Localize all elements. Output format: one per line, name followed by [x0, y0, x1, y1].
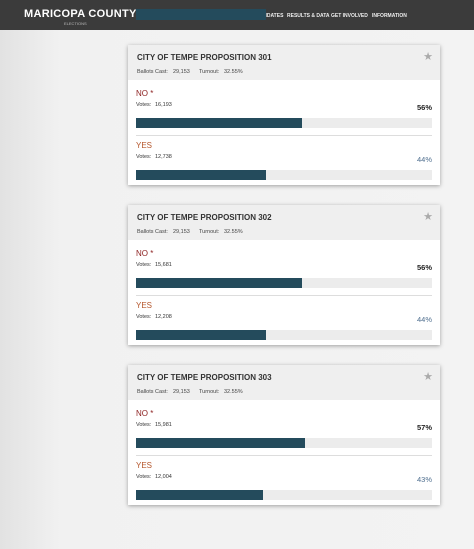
percent: 56% [416, 103, 432, 112]
votes-label: Votes: [136, 262, 152, 268]
result-card: CITY OF TEMPE PROPOSITION 302 Ballots Cas… [128, 205, 440, 345]
bar-track [136, 278, 432, 288]
ballots-label: Ballots Cast: [137, 229, 168, 235]
bar [136, 330, 267, 340]
result-card: CITY OF TEMPE PROPOSITION 303 Ballots Cas… [128, 365, 440, 505]
choice-name: YES [136, 301, 153, 310]
turnout-label: Turnout: [199, 69, 220, 75]
bar [136, 118, 302, 128]
votes: 12,208 [155, 314, 172, 320]
percent: 57% [416, 423, 432, 432]
separator [136, 135, 432, 136]
ballots: 29,153 [173, 229, 190, 235]
card-header: CITY OF TEMPE PROPOSITION 303 Ballots Cas… [128, 365, 440, 400]
turnout: 32.55% [224, 389, 243, 395]
nav-item[interactable]: GET INVOLVED [331, 13, 368, 19]
votes-label: Votes: [136, 102, 152, 108]
turnout: 32.55% [224, 229, 243, 235]
card-title: CITY OF TEMPE PROPOSITION 302 [137, 213, 272, 222]
ballots: 29,153 [173, 389, 190, 395]
bar [136, 278, 302, 288]
bar [136, 170, 267, 180]
nav-item[interactable]: RESULTS & DATA [287, 13, 330, 19]
turnout-label: Turnout: [199, 389, 220, 395]
votes-label: Votes: [136, 474, 152, 480]
nav-item[interactable]: INFORMATION [372, 13, 407, 19]
bar-track [136, 490, 432, 500]
separator [136, 455, 432, 456]
bar-track [136, 170, 432, 180]
turnout-label: Turnout: [199, 229, 220, 235]
card-header: CITY OF TEMPE PROPOSITION 301 Ballots Cas… [128, 45, 440, 80]
logo[interactable]: MARICOPA COUNTY [24, 8, 137, 20]
votes-label: Votes: [136, 422, 152, 428]
votes: 15,681 [155, 262, 172, 268]
percent: 43% [416, 475, 432, 484]
votes-label: Votes: [136, 314, 152, 320]
bar [136, 490, 264, 500]
bar-track [136, 118, 432, 128]
percent: 56% [416, 263, 432, 272]
star-button[interactable]: ★ [423, 371, 433, 383]
percent: 44% [416, 315, 432, 324]
votes: 15,981 [155, 422, 172, 428]
result-card: CITY OF TEMPE PROPOSITION 301 Ballots Cas… [128, 45, 440, 185]
votes: 16,193 [155, 102, 172, 108]
nav-item[interactable]: CANDIDATES [251, 13, 284, 19]
logo-sub: ELECTIONS [64, 21, 87, 26]
ballots-label: Ballots Cast: [137, 69, 168, 75]
turnout: 32.55% [224, 69, 243, 75]
ballots-label: Ballots Cast: [137, 389, 168, 395]
votes: 12,004 [155, 474, 172, 480]
choice-name: YES [136, 141, 153, 150]
choice-name: NO * [136, 249, 154, 258]
card-title: CITY OF TEMPE PROPOSITION 303 [137, 373, 272, 382]
choice-name: NO * [136, 409, 154, 418]
separator [136, 295, 432, 296]
card-title: CITY OF TEMPE PROPOSITION 301 [137, 53, 272, 62]
choice-name: NO * [136, 89, 154, 98]
ballots: 29,153 [173, 69, 190, 75]
votes: 12,738 [155, 154, 172, 160]
bar [136, 438, 305, 448]
card-header: CITY OF TEMPE PROPOSITION 302 Ballots Cas… [128, 205, 440, 240]
percent: 44% [416, 155, 432, 164]
bar-track [136, 438, 432, 448]
choice-name: YES [136, 461, 153, 470]
star-button[interactable]: ★ [423, 51, 433, 63]
clipped-bar [136, 9, 266, 20]
bar-track [136, 330, 432, 340]
votes-label: Votes: [136, 154, 152, 160]
star-button[interactable]: ★ [423, 211, 433, 223]
